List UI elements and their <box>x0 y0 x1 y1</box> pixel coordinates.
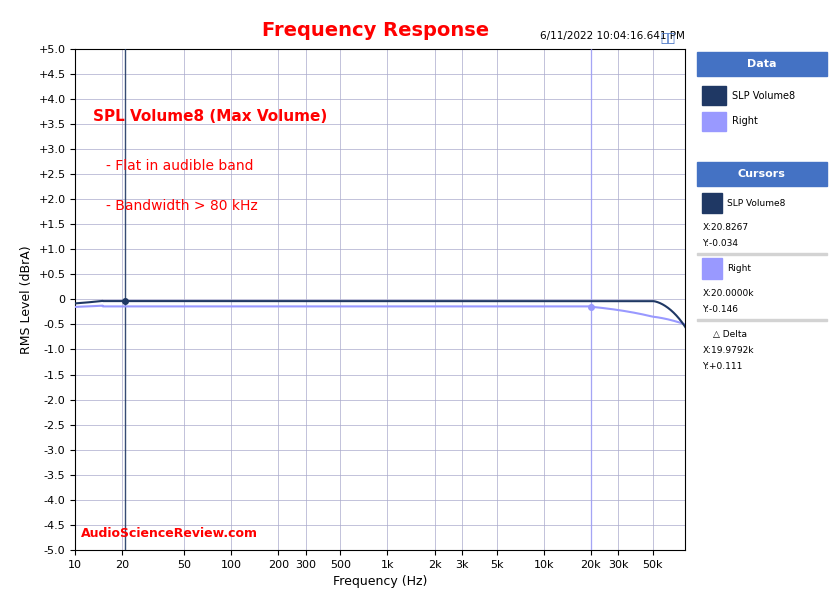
Text: Y:-0.034: Y:-0.034 <box>702 239 738 247</box>
Text: SPL Volume8 (Max Volume): SPL Volume8 (Max Volume) <box>94 109 327 124</box>
Text: Ⓐⓟ: Ⓐⓟ <box>660 32 676 45</box>
Text: - Bandwidth > 80 kHz: - Bandwidth > 80 kHz <box>105 199 257 213</box>
Bar <box>702 193 721 213</box>
Bar <box>702 112 726 131</box>
Text: - Flat in audible band: - Flat in audible band <box>105 159 253 173</box>
Text: SLP Volume8: SLP Volume8 <box>727 199 786 208</box>
Text: X:20.0000k: X:20.0000k <box>702 289 754 298</box>
Text: X:20.8267: X:20.8267 <box>702 223 748 232</box>
Text: X:19.9792k: X:19.9792k <box>702 346 754 356</box>
Bar <box>697 162 827 186</box>
Text: Right: Right <box>732 116 758 126</box>
Text: Y:+0.111: Y:+0.111 <box>702 362 743 371</box>
Text: Right: Right <box>727 264 751 273</box>
Text: △ Delta: △ Delta <box>713 331 746 339</box>
Text: SLP Volume8: SLP Volume8 <box>732 90 795 101</box>
Text: Y:-0.146: Y:-0.146 <box>702 306 738 314</box>
Text: 6/11/2022 10:04:16.641 PM: 6/11/2022 10:04:16.641 PM <box>539 31 685 42</box>
Bar <box>702 258 721 279</box>
Text: Frequency Response: Frequency Response <box>262 21 489 40</box>
Bar <box>697 320 827 321</box>
Text: AudioScienceReview.com: AudioScienceReview.com <box>81 527 258 540</box>
Y-axis label: RMS Level (dBrA): RMS Level (dBrA) <box>20 245 33 354</box>
Bar <box>697 52 827 76</box>
Bar <box>697 253 827 255</box>
Bar <box>702 86 726 105</box>
Text: Cursors: Cursors <box>738 169 786 179</box>
Text: Data: Data <box>747 59 777 69</box>
X-axis label: Frequency (Hz): Frequency (Hz) <box>332 575 428 588</box>
